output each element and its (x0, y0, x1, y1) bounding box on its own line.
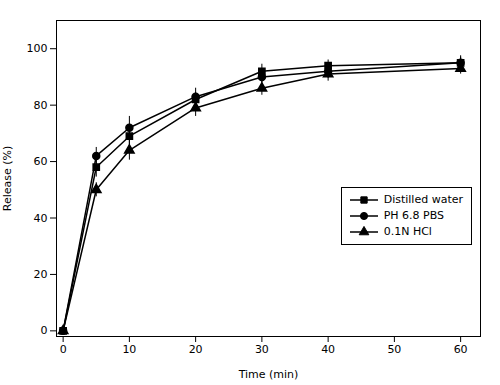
svg-text:30: 30 (255, 343, 269, 356)
svg-text:40: 40 (34, 212, 48, 225)
svg-text:60: 60 (34, 155, 48, 168)
svg-text:100: 100 (27, 42, 48, 55)
svg-text:80: 80 (34, 99, 48, 112)
svg-text:20: 20 (189, 343, 203, 356)
svg-text:10: 10 (122, 343, 136, 356)
svg-text:Release (%): Release (%) (1, 146, 14, 212)
svg-text:40: 40 (321, 343, 335, 356)
svg-text:0: 0 (60, 343, 67, 356)
svg-text:Time (min): Time (min) (238, 368, 299, 381)
html-text:PH 6.8 PBS: PH 6.8 PBS (383, 209, 444, 223)
svg-text:50: 50 (387, 343, 401, 356)
svg-text:60: 60 (454, 343, 468, 356)
html-text:Distilled water: Distilled water (383, 193, 463, 207)
svg-text:0: 0 (41, 324, 48, 337)
html-text:0.1N HCl: 0.1N HCl (383, 225, 432, 239)
svg-text:20: 20 (34, 268, 48, 281)
